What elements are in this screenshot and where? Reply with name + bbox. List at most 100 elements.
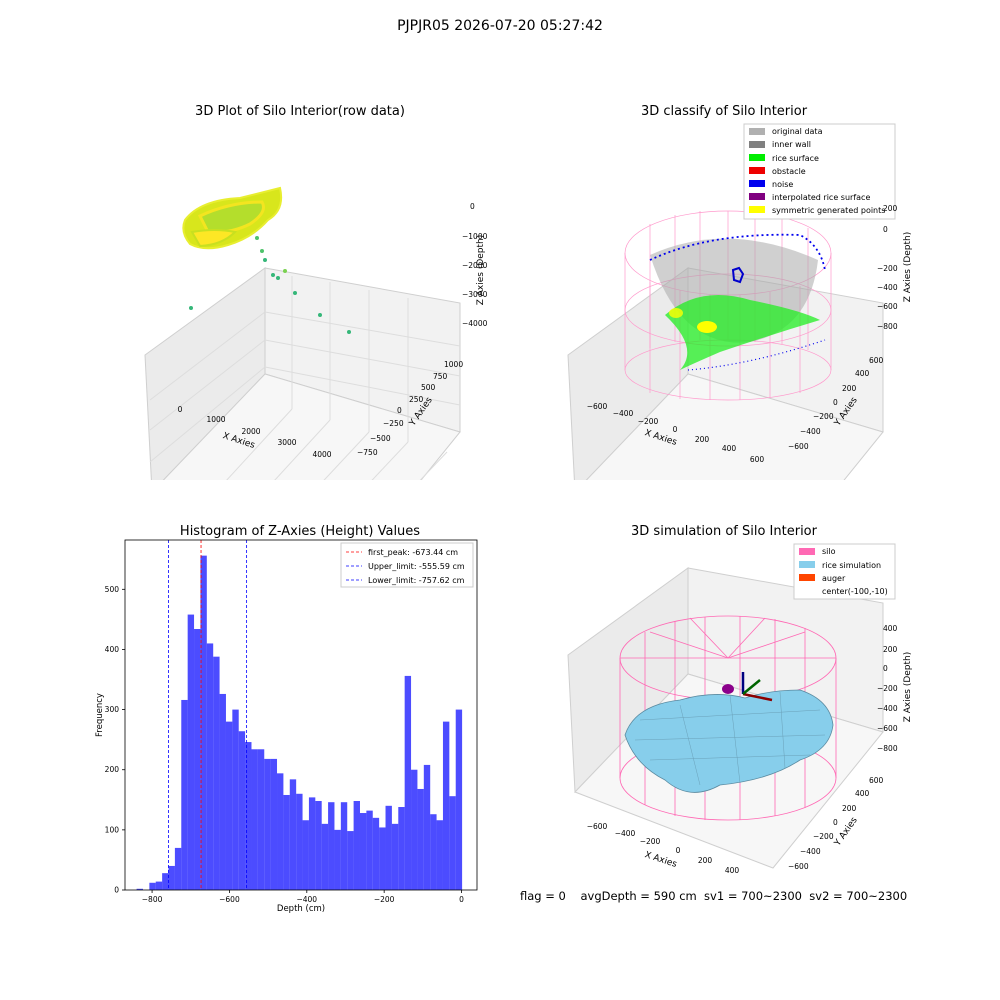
histogram-bar	[308, 797, 316, 890]
raw-plot-title: 3D Plot of Silo Interior(row data)	[195, 104, 405, 119]
symmetric-points	[697, 321, 717, 333]
histogram-bar	[270, 758, 278, 890]
legend-label: inner wall	[772, 140, 811, 149]
histogram-bar	[359, 813, 367, 890]
sim-ztick: −400	[877, 704, 898, 713]
raw-ytick: 1000	[444, 360, 463, 369]
histogram-ylabel: Frequency	[95, 693, 105, 737]
sim-ztick: −800	[877, 744, 898, 753]
y-tick-label: 200	[105, 765, 120, 774]
classify-ytick: 0	[833, 398, 838, 407]
raw-grid	[149, 276, 461, 480]
simulation-legend: silo rice simulation auger center(-100,-…	[793, 543, 896, 600]
histogram-bar	[366, 810, 373, 890]
histogram-bar	[251, 749, 258, 890]
raw-ytick: −250	[383, 419, 404, 428]
classify-ytick: −200	[813, 412, 834, 421]
raw-xtick: 3000	[277, 438, 296, 447]
legend-label: interpolated rice surface	[772, 193, 870, 202]
sim-xtick: 400	[725, 866, 740, 875]
sim-xtick: −600	[587, 822, 608, 831]
legend-label: obstacle	[772, 167, 806, 176]
sim-xtick: −400	[615, 829, 636, 838]
y-tick-label: 100	[105, 825, 120, 834]
sim-xtick: −200	[640, 837, 661, 846]
sim-xtick: 0	[676, 846, 681, 855]
histogram-bar	[347, 831, 354, 890]
raw-zlabel: Z Axies (Depth)	[476, 235, 486, 306]
raw-ytick: −500	[370, 434, 391, 443]
legend-swatch	[749, 167, 765, 174]
y-tick-label: 300	[105, 705, 120, 714]
histogram-bar	[315, 800, 322, 890]
classify-ytick: 400	[855, 369, 870, 378]
histogram-bar	[277, 773, 284, 890]
histogram-reference-lines	[168, 540, 248, 890]
sim-ytick: −200	[813, 832, 834, 841]
rice-surface-points	[665, 295, 820, 370]
histogram-bar	[232, 709, 239, 890]
histogram-bar	[334, 829, 341, 890]
sim-ytick: −600	[788, 862, 809, 871]
histogram-bar	[149, 882, 156, 890]
floor-pane	[585, 373, 884, 480]
legend-label: original data	[772, 127, 823, 136]
sim-ytick: 600	[869, 776, 884, 785]
sim-ytick: 200	[842, 804, 857, 813]
raw-ytick: 0	[397, 406, 402, 415]
raw-ytick: 250	[409, 395, 424, 404]
sim-ztick: 200	[883, 645, 898, 654]
histogram-bar	[436, 820, 443, 890]
sim-xlabel: X Axies	[643, 850, 678, 870]
raw-ytick: 750	[433, 372, 448, 381]
sim-xtick: 200	[698, 856, 713, 865]
rice-mesh	[634, 691, 826, 786]
histogram-bar	[430, 814, 437, 890]
histogram-bar	[136, 888, 143, 890]
classify-xtick: −200	[638, 417, 659, 426]
histogram-bar	[385, 805, 392, 890]
histogram-bar	[328, 802, 335, 890]
legend-swatch	[799, 548, 815, 555]
histogram-bar	[442, 721, 450, 890]
classify-3d-plot[interactable]: original data inner wall rice surface ob…	[500, 120, 1000, 480]
classify-xtick: −600	[587, 402, 608, 411]
legend-swatch	[749, 141, 765, 148]
sim-ztick: −200	[877, 684, 898, 693]
raw-ztick: −3000	[462, 290, 488, 299]
legend-label: rice surface	[772, 154, 819, 163]
legend-swatch	[749, 206, 765, 213]
histogram-bar	[449, 796, 456, 890]
classify-ytick: 600	[869, 356, 884, 365]
histogram-bar	[455, 709, 463, 890]
histogram-bar	[213, 656, 220, 890]
histogram-bar	[398, 807, 405, 890]
histogram-bar	[200, 555, 207, 890]
classify-xtick: 200	[695, 435, 710, 444]
raw-xtick: 0	[178, 405, 183, 414]
y-tick-label: 400	[105, 645, 120, 654]
histogram-bar	[289, 779, 297, 890]
classify-xtick: 600	[750, 455, 765, 464]
y-tick-label: 0	[114, 886, 119, 895]
y-tick-label: 500	[105, 585, 120, 594]
histogram-bar	[296, 793, 303, 890]
histogram-bar	[340, 802, 348, 890]
histogram-chart[interactable]: −800 −600 −400 −200 0 0 100 200 300 400 500 Depth…	[80, 530, 500, 920]
raw-3d-plot[interactable]: 0 1000 2000 3000 4000 X Axies 1000 750 5…	[0, 120, 500, 480]
sim-ytick: 400	[855, 789, 870, 798]
raw-xtick: 1000	[206, 415, 225, 424]
legend-label: symmetric generated points	[772, 206, 885, 215]
histogram-bar	[264, 758, 271, 890]
rice-simulation-surface	[624, 689, 834, 793]
histogram-bars	[136, 555, 463, 890]
classify-ytick: 200	[842, 384, 857, 393]
raw-ztick: −2000	[462, 261, 488, 270]
noise-cluster	[731, 266, 745, 284]
raw-ytick: −750	[357, 448, 378, 457]
simulation-3d-plot[interactable]: silo rice simulation auger center(-100,-…	[500, 540, 1000, 900]
histogram-bar	[423, 764, 431, 890]
raw-ytick: 500	[421, 383, 436, 392]
legend-label: rice simulation	[822, 561, 881, 570]
legend-swatch	[749, 180, 765, 187]
